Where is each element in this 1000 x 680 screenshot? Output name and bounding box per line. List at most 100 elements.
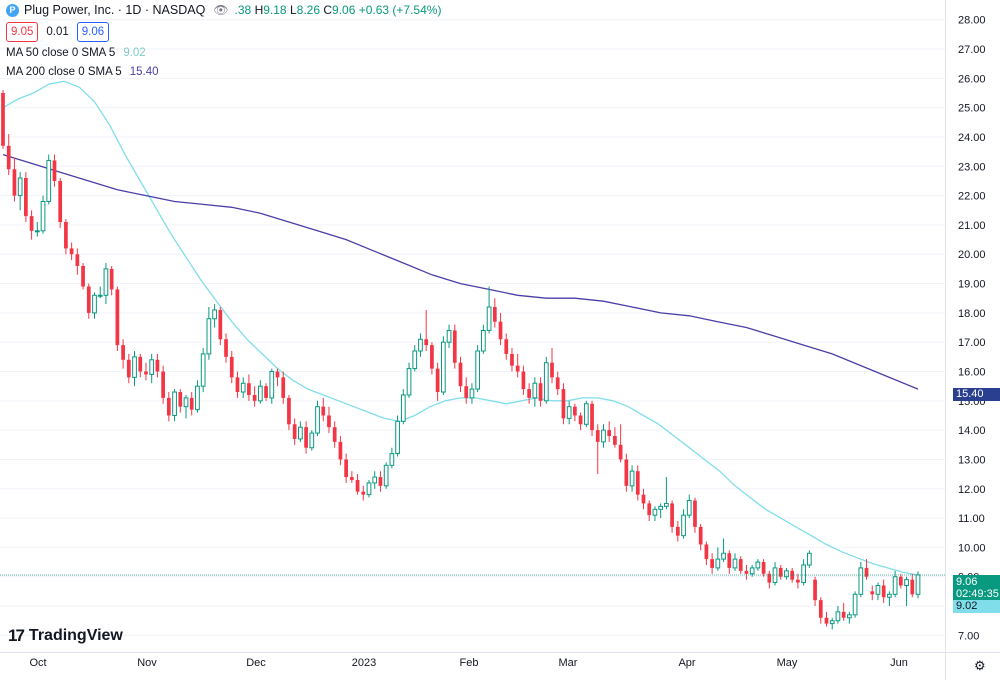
- candle: [538, 377, 543, 407]
- candles-layer: [1, 90, 921, 630]
- candle: [824, 611, 829, 627]
- candle: [550, 348, 554, 384]
- eye-icon[interactable]: 👁: [213, 3, 229, 17]
- candle: [647, 500, 652, 522]
- candle-body: [138, 356, 143, 372]
- candle: [189, 392, 194, 416]
- candle-body: [755, 561, 761, 569]
- candle-body: [458, 362, 463, 387]
- candle: [183, 394, 189, 419]
- candle-body: [738, 559, 743, 571]
- candle: [492, 298, 497, 328]
- candle-body: [281, 377, 286, 398]
- candle-body: [829, 620, 835, 625]
- gear-icon[interactable]: ⚙: [974, 658, 986, 673]
- candle: [515, 353, 520, 378]
- spread-value: 0.01: [46, 26, 69, 38]
- candle: [870, 585, 875, 601]
- price-tick-label: 25.00: [958, 103, 986, 115]
- candle-body: [406, 368, 412, 396]
- symbol-logo[interactable]: P: [6, 3, 19, 17]
- candle: [510, 348, 514, 372]
- candle-body: [361, 491, 366, 495]
- candle: [332, 421, 337, 448]
- candle-body: [235, 377, 240, 393]
- candle: [418, 333, 423, 357]
- candle-body: [178, 392, 183, 407]
- change-value: +0.63 (+7.54%): [358, 3, 442, 17]
- candle: [698, 523, 703, 551]
- candle-body: [721, 552, 726, 560]
- candle: [12, 157, 17, 202]
- candle-body: [532, 382, 538, 399]
- candle: [613, 427, 617, 448]
- candle: [97, 286, 103, 299]
- indicator-ma200[interactable]: MA 200 close 0 SMA 5 15.40: [6, 66, 158, 78]
- candle: [257, 380, 263, 404]
- candle: [583, 400, 589, 428]
- candle: [806, 550, 812, 568]
- candle-body: [372, 476, 378, 484]
- candle-body: [400, 394, 406, 422]
- price-tick-label: 12.00: [958, 484, 986, 496]
- candle: [629, 465, 635, 492]
- candle-body: [58, 180, 63, 222]
- candle-body: [841, 611, 846, 618]
- candle-body: [144, 371, 148, 375]
- indicator-ma50[interactable]: MA 50 close 0 SMA 5 9.02: [6, 47, 146, 59]
- candle-body: [578, 415, 583, 425]
- candle: [864, 559, 869, 580]
- high-value: 9.18: [263, 3, 287, 17]
- candle: [264, 383, 268, 401]
- candle-body: [858, 567, 864, 595]
- candle: [778, 564, 783, 580]
- candle: [704, 541, 709, 565]
- candle-body: [430, 345, 434, 369]
- candle: [155, 353, 160, 378]
- candle-body: [195, 385, 200, 411]
- candle: [829, 617, 835, 630]
- candle-body: [481, 329, 486, 352]
- sell-button[interactable]: 9.05: [6, 22, 39, 42]
- candle: [469, 383, 475, 404]
- candle: [601, 424, 606, 448]
- candle: [915, 571, 921, 599]
- candle-body: [440, 341, 446, 393]
- candle-body: [103, 268, 109, 296]
- candle: [498, 312, 503, 346]
- price-tick-label: 19.00: [958, 279, 986, 291]
- candle-body: [898, 576, 903, 586]
- candle-body: [155, 359, 160, 372]
- candle: [641, 488, 646, 510]
- candle-body: [887, 593, 892, 598]
- candle-body: [818, 600, 823, 618]
- price-axis: 7.008.009.0010.0011.0012.0013.0014.0015.…: [945, 0, 986, 680]
- candle-body: [527, 389, 531, 398]
- candle-body: [618, 444, 623, 460]
- candle-body: [12, 169, 17, 196]
- candle: [389, 447, 395, 469]
- candle: [321, 397, 326, 422]
- tradingview-logo[interactable]: 17 TradingView: [8, 626, 123, 646]
- candle: [727, 550, 732, 574]
- time-tick-label: May: [777, 657, 798, 669]
- candle-body: [824, 617, 829, 624]
- candle: [835, 606, 841, 624]
- buy-button[interactable]: 9.06: [76, 22, 110, 42]
- last-price-value: 9.06: [956, 576, 978, 588]
- candle-body: [86, 286, 91, 313]
- ma50-label: MA 50 close 0 SMA 5: [6, 47, 116, 59]
- candle: [475, 345, 481, 393]
- candle-body: [349, 477, 354, 480]
- chart-header: P Plug Power, Inc. · 1D · NASDAQ 👁 .38 H…: [6, 3, 441, 17]
- candle: [34, 222, 40, 237]
- candle-body: [498, 321, 503, 340]
- candle: [338, 436, 343, 466]
- candle-body: [590, 403, 594, 431]
- symbol-title[interactable]: Plug Power, Inc. · 1D · NASDAQ: [24, 3, 206, 17]
- candle: [658, 503, 664, 519]
- candle-body: [521, 371, 526, 390]
- candle-body: [64, 222, 68, 249]
- ma200-line: [2, 153, 919, 390]
